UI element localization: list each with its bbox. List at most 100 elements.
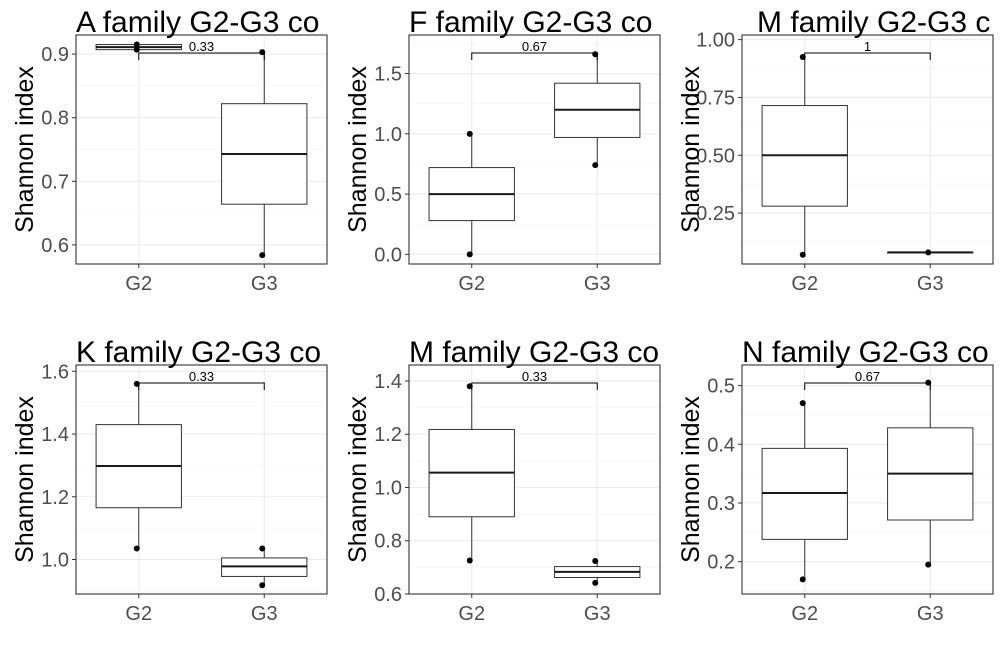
box-g3 xyxy=(554,51,641,169)
significance-bracket xyxy=(471,382,598,390)
y-tick-label: 1.4 xyxy=(41,424,69,446)
panel-4: 0.33 1.0 1.2 1.4 1.6 G2 G3 Shannon index K famil… xyxy=(11,336,328,625)
panel-border xyxy=(408,34,661,265)
panel-6: 0.67 0.2 0.3 0.4 0.5 G2 G3 Shannon index N famil… xyxy=(677,336,994,625)
data-point xyxy=(259,545,266,552)
y-tick-label: 1.4 xyxy=(374,371,402,393)
x-tick-label: G3 xyxy=(584,273,611,295)
y-tick-label: 1.5 xyxy=(374,64,402,86)
plot-title: N family G2-G3 co xyxy=(742,336,989,369)
data-point xyxy=(466,251,473,258)
y-tick-label: 1.0 xyxy=(41,549,69,571)
x-tick-label: G3 xyxy=(251,603,278,625)
y-tick-label: 0.6 xyxy=(41,235,69,257)
data-point xyxy=(799,251,806,258)
y-tick-label: 1.2 xyxy=(374,424,402,446)
panel-2: 0.67 0.0 0.5 1.0 1.5 G2 G3 Shannon index F famil… xyxy=(344,6,661,295)
y-axis-title: Shannon index xyxy=(11,396,39,563)
plot-title: A family G2-G3 co xyxy=(76,6,319,39)
y-tick-label: 1.0 xyxy=(374,124,402,146)
y-tick-label: 0.8 xyxy=(374,531,402,553)
data-point xyxy=(133,46,140,53)
y-tick-label: 0.3 xyxy=(707,493,735,515)
data-point xyxy=(592,579,599,586)
y-tick-label: 0.2 xyxy=(707,552,735,574)
panel-1: 0.33 0.6 0.7 0.8 0.9 G2 G3 Shannon index A famil… xyxy=(11,6,328,295)
y-tick-label: 0.8 xyxy=(41,108,69,130)
data-point xyxy=(925,561,932,568)
data-point xyxy=(259,582,266,589)
y-tick-label: 0.25 xyxy=(696,203,735,225)
x-tick-label: G2 xyxy=(458,273,485,295)
significance-bracket xyxy=(138,52,265,60)
box-g2 xyxy=(428,383,515,564)
plot-title: K family G2-G3 co xyxy=(76,336,321,369)
significance-bracket xyxy=(804,52,931,60)
data-point xyxy=(592,162,599,169)
x-tick-label: G2 xyxy=(791,273,818,295)
box-g3 xyxy=(221,545,308,589)
panel-border xyxy=(408,364,661,595)
x-tick-label: G3 xyxy=(917,273,944,295)
data-point xyxy=(925,249,932,256)
panel-border xyxy=(75,34,328,265)
p-value-label: 0.33 xyxy=(522,369,547,384)
y-tick-label: 0.5 xyxy=(374,184,402,206)
plot-title: M family G2-G3 c xyxy=(757,6,990,39)
box-g3 xyxy=(887,379,974,568)
x-tick-label: G3 xyxy=(251,273,278,295)
y-axis-title: Shannon index xyxy=(677,396,705,563)
y-tick-label: 0.75 xyxy=(696,87,735,109)
box-g2 xyxy=(428,130,515,258)
panel-5: 0.33 0.6 0.8 1.0 1.2 1.4 G2 G3 Shannon index M fa… xyxy=(344,336,661,625)
x-tick-label: G2 xyxy=(791,603,818,625)
plot-title: M family G2-G3 co xyxy=(409,336,659,369)
significance-bracket xyxy=(471,52,598,60)
panel-3: 1 0.25 0.50 0.75 1.00 G2 G3 Shannon index M fami… xyxy=(677,6,994,295)
p-value-label: 0.67 xyxy=(855,369,880,384)
plot-title: F family G2-G3 co xyxy=(409,6,652,39)
panel-border xyxy=(741,34,994,265)
panel-border xyxy=(741,364,994,595)
panel-border xyxy=(75,364,328,595)
y-tick-label: 0.6 xyxy=(374,584,402,606)
data-point xyxy=(259,252,266,259)
p-value-label: 0.33 xyxy=(189,369,214,384)
p-value-label: 1 xyxy=(864,39,871,54)
box-g2 xyxy=(761,400,848,583)
y-tick-label: 0.4 xyxy=(707,434,735,456)
y-tick-label: 0.0 xyxy=(374,244,402,266)
y-tick-label: 0.5 xyxy=(707,376,735,398)
box-g2 xyxy=(761,53,848,258)
box-g3 xyxy=(887,249,974,256)
x-tick-label: G2 xyxy=(125,603,152,625)
y-tick-label: 0.9 xyxy=(41,44,69,66)
significance-bracket xyxy=(804,382,931,390)
data-point xyxy=(799,400,806,407)
y-tick-label: 1.00 xyxy=(696,30,735,52)
data-point xyxy=(133,41,140,48)
y-tick-label: 1.6 xyxy=(41,361,69,383)
significance-bracket xyxy=(138,382,265,390)
box-g3 xyxy=(221,49,308,259)
data-point xyxy=(592,557,599,564)
y-axis-title: Shannon index xyxy=(677,66,705,233)
y-axis-title: Shannon index xyxy=(344,66,372,233)
x-tick-label: G2 xyxy=(458,603,485,625)
data-point xyxy=(133,545,140,552)
data-point xyxy=(799,576,806,583)
p-value-label: 0.67 xyxy=(522,39,547,54)
y-tick-label: 1.0 xyxy=(374,477,402,499)
y-tick-label: 0.50 xyxy=(696,145,735,167)
x-tick-label: G2 xyxy=(125,273,152,295)
x-tick-label: G3 xyxy=(584,603,611,625)
box-g2 xyxy=(95,41,182,53)
y-tick-label: 0.7 xyxy=(41,171,69,193)
x-tick-label: G3 xyxy=(917,603,944,625)
data-point xyxy=(466,130,473,137)
p-value-label: 0.33 xyxy=(189,39,214,54)
box-g2 xyxy=(95,380,182,552)
y-axis-title: Shannon index xyxy=(344,396,372,563)
y-axis-title: Shannon index xyxy=(11,66,39,233)
